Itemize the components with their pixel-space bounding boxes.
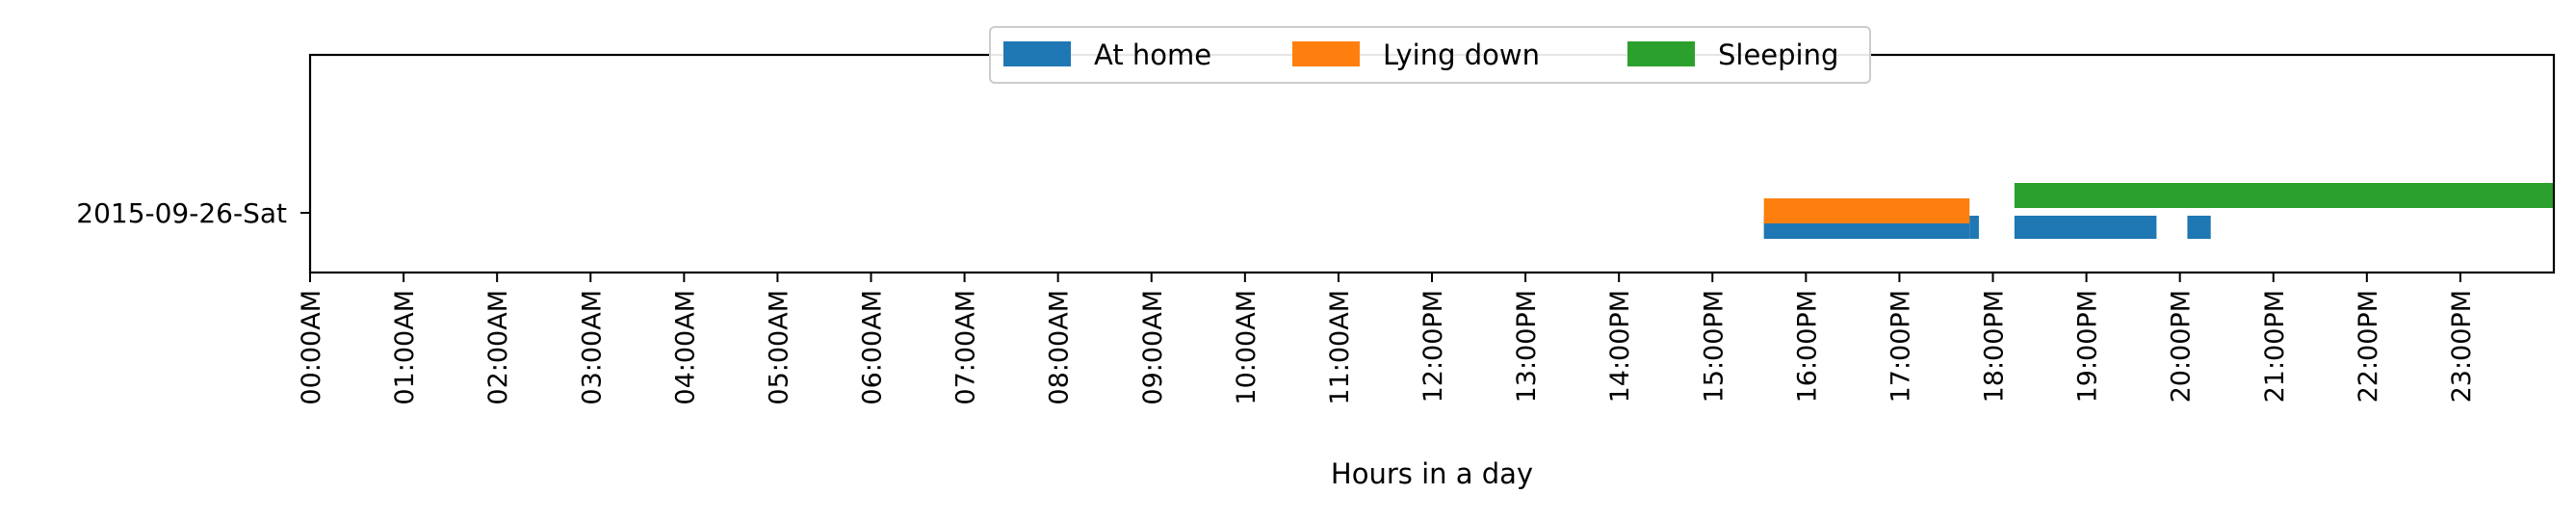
x-tick-label: 09:00AM xyxy=(1138,290,1168,405)
x-tick-label: 02:00AM xyxy=(483,290,513,405)
x-axis: 00:00AM 01:00AM 02:00AM 03:00AM 04:00AM 05:00… xyxy=(297,273,2477,405)
legend: At home Lying down Sleeping xyxy=(989,26,1871,84)
x-tick-label: 00:00AM xyxy=(297,290,326,405)
x-tick-label: 03:00AM xyxy=(577,290,607,405)
bars-layer xyxy=(1763,183,2554,239)
legend-entry-lying-down: Lying down xyxy=(1292,39,1540,71)
x-tick-label: 06:00AM xyxy=(858,290,888,405)
legend-box xyxy=(989,26,1871,84)
bar-at-home xyxy=(1969,216,1979,239)
bar-sleeping xyxy=(2014,183,2554,208)
legend-swatch xyxy=(1003,41,1071,66)
bar-lying-down xyxy=(1763,198,1970,223)
x-tick-label: 05:00AM xyxy=(764,290,794,405)
plot-background xyxy=(310,55,2554,273)
x-axis-label: Hours in a day xyxy=(1331,457,1533,490)
legend-label: Sleeping xyxy=(1718,39,1838,71)
plot-area xyxy=(308,53,2556,274)
legend-entry-sleeping: Sleeping xyxy=(1627,39,1838,71)
bar-at-home xyxy=(2014,216,2157,239)
x-tick-label: 21:00PM xyxy=(2260,290,2290,403)
legend-label: At home xyxy=(1094,39,1211,71)
y-axis: 2015-09-26-Sat xyxy=(76,197,310,229)
x-tick-label: 01:00AM xyxy=(390,290,420,405)
x-tick-label: 04:00AM xyxy=(670,290,700,405)
legend-entry-at-home: At home xyxy=(1003,39,1211,71)
x-tick-label: 11:00AM xyxy=(1325,290,1355,405)
x-tick-label: 20:00PM xyxy=(2167,290,2197,403)
x-tick-label: 07:00AM xyxy=(951,290,981,405)
x-tick-label: 18:00PM xyxy=(1980,290,2010,403)
y-tick-label: 2015-09-26-Sat xyxy=(76,197,287,229)
x-tick-label: 14:00PM xyxy=(1605,290,1635,403)
x-tick-label: 22:00PM xyxy=(2354,290,2383,403)
bar-at-home xyxy=(2187,216,2211,239)
legend-swatch xyxy=(1627,41,1695,66)
x-tick-label: 08:00AM xyxy=(1045,290,1075,405)
x-tick-label: 17:00PM xyxy=(1886,290,1915,403)
legend-label: Lying down xyxy=(1383,39,1540,71)
x-tick-label: 16:00PM xyxy=(1792,290,1822,403)
x-tick-label: 15:00PM xyxy=(1699,290,1729,403)
x-tick-label: 10:00AM xyxy=(1232,290,1262,405)
x-tick-label: 12:00PM xyxy=(1418,290,1448,403)
x-tick-label: 13:00PM xyxy=(1512,290,1542,403)
legend-swatch xyxy=(1292,41,1360,66)
x-tick-label: 23:00PM xyxy=(2447,290,2477,403)
x-tick-label: 19:00PM xyxy=(2073,290,2103,403)
